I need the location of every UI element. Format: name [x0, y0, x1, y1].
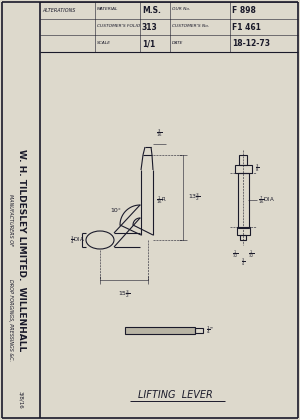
Text: 15$\frac{3}{2}$: 15$\frac{3}{2}$	[118, 288, 130, 300]
Text: 3/8/16: 3/8/16	[19, 391, 23, 409]
Text: $\frac{1}{16}$R: $\frac{1}{16}$R	[156, 194, 167, 206]
Text: DROP FORGINGS, PRESSINGS &C.: DROP FORGINGS, PRESSINGS &C.	[8, 279, 13, 361]
Text: 313: 313	[142, 23, 158, 32]
Text: $\frac{7}{16}$DIA: $\frac{7}{16}$DIA	[258, 194, 275, 206]
Text: F1 461: F1 461	[232, 23, 261, 32]
Text: $\frac{1}{32}$: $\frac{1}{32}$	[232, 248, 238, 260]
Bar	[238, 173, 249, 228]
Text: LIFTING  LEVER: LIFTING LEVER	[138, 390, 212, 400]
Bar	[235, 165, 252, 173]
Text: M.S.: M.S.	[142, 6, 161, 15]
Bar	[195, 328, 203, 333]
Bar	[239, 155, 247, 165]
Text: MANUFACTURERS OF: MANUFACTURERS OF	[8, 194, 13, 246]
Text: 18-12-73: 18-12-73	[232, 39, 270, 48]
Text: $\frac{1}{32}$: $\frac{1}{32}$	[248, 248, 254, 260]
Text: $\frac{3}{4}$: $\frac{3}{4}$	[241, 256, 245, 268]
Text: SCALE: SCALE	[97, 41, 111, 45]
Text: $\frac{1}{4}$": $\frac{1}{4}$"	[206, 324, 214, 336]
Text: W. H. TILDESLEY LIMITED.  WILLENHALL: W. H. TILDESLEY LIMITED. WILLENHALL	[16, 149, 26, 351]
Text: OUR No.: OUR No.	[172, 7, 190, 11]
Text: F 898: F 898	[232, 6, 256, 15]
Text: ALTERATIONS: ALTERATIONS	[42, 8, 75, 13]
Bar	[237, 227, 250, 235]
Text: $\frac{3}{16}$: $\frac{3}{16}$	[156, 127, 163, 139]
Text: DATE: DATE	[172, 41, 183, 45]
Text: 13$\frac{3}{2}$: 13$\frac{3}{2}$	[188, 192, 201, 203]
Text: 1/1: 1/1	[142, 39, 155, 48]
Bar	[125, 327, 195, 334]
Text: CUSTOMER'S FOLIO: CUSTOMER'S FOLIO	[97, 24, 140, 28]
Text: 10°: 10°	[110, 207, 121, 213]
Text: $\frac{3}{4}$DIA: $\frac{3}{4}$DIA	[70, 234, 85, 246]
Bar	[240, 235, 246, 240]
Text: $\frac{3}{8}$: $\frac{3}{8}$	[255, 162, 260, 174]
Text: CUSTOMER'S No.: CUSTOMER'S No.	[172, 24, 209, 28]
Text: MATERIAL: MATERIAL	[97, 7, 118, 11]
